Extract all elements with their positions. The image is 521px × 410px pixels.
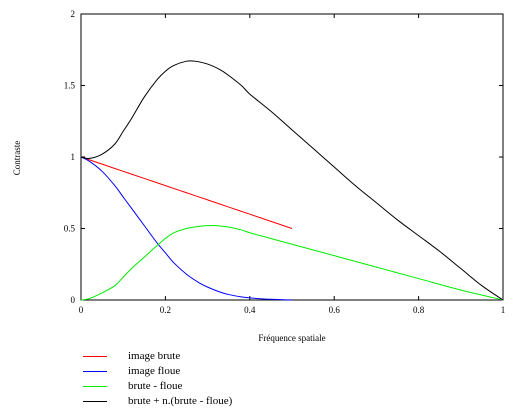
legend-label: image floue — [128, 365, 181, 377]
legend-swatch — [83, 401, 107, 402]
series-line-brute-floue — [80, 225, 504, 301]
legend-swatch — [83, 386, 107, 387]
x-tick-label: 1 — [501, 305, 506, 315]
legend-item-brute-floue: brute - floue — [83, 379, 232, 394]
legend-item-image-floue: image floue — [83, 364, 232, 379]
series-line-brute-n-brute-floue — [80, 60, 504, 301]
y-tick-label: 0 — [71, 295, 76, 305]
legend-swatch — [83, 356, 107, 357]
legend-label: image brute — [128, 350, 181, 362]
legend-swatch — [83, 371, 107, 372]
legend-label: brute - floue — [128, 380, 183, 392]
x-tick-label: 0 — [79, 305, 84, 315]
series-line-image-brute — [80, 156, 293, 229]
legend-label: brute + n.(brute - floue) — [128, 395, 233, 407]
series-line-image-floue — [80, 156, 293, 301]
x-axis-title: Fréquence spatiale — [258, 333, 325, 343]
x-tick-label: 0.2 — [160, 305, 171, 315]
y-tick-label: 0.5 — [64, 224, 76, 234]
legend-item-image-brute: image brute — [83, 349, 232, 364]
x-tick-label: 0.8 — [413, 305, 425, 315]
y-tick-label: 2 — [71, 9, 76, 19]
x-tick-label: 0.4 — [244, 305, 256, 315]
legend: image brute image floue brute - floue br… — [83, 349, 232, 409]
x-tick-label: 0.6 — [329, 305, 341, 315]
y-tick-label: 1 — [71, 152, 76, 162]
legend-item-brute-plus: brute + n.(brute - floue) — [83, 394, 232, 409]
y-tick-label: 1.5 — [64, 81, 76, 91]
plot-area: 0 0.2 0.4 0.6 0.8 1 0 0.5 1 1.5 2 — [64, 9, 506, 315]
y-axis-title: Contraste — [12, 141, 22, 176]
